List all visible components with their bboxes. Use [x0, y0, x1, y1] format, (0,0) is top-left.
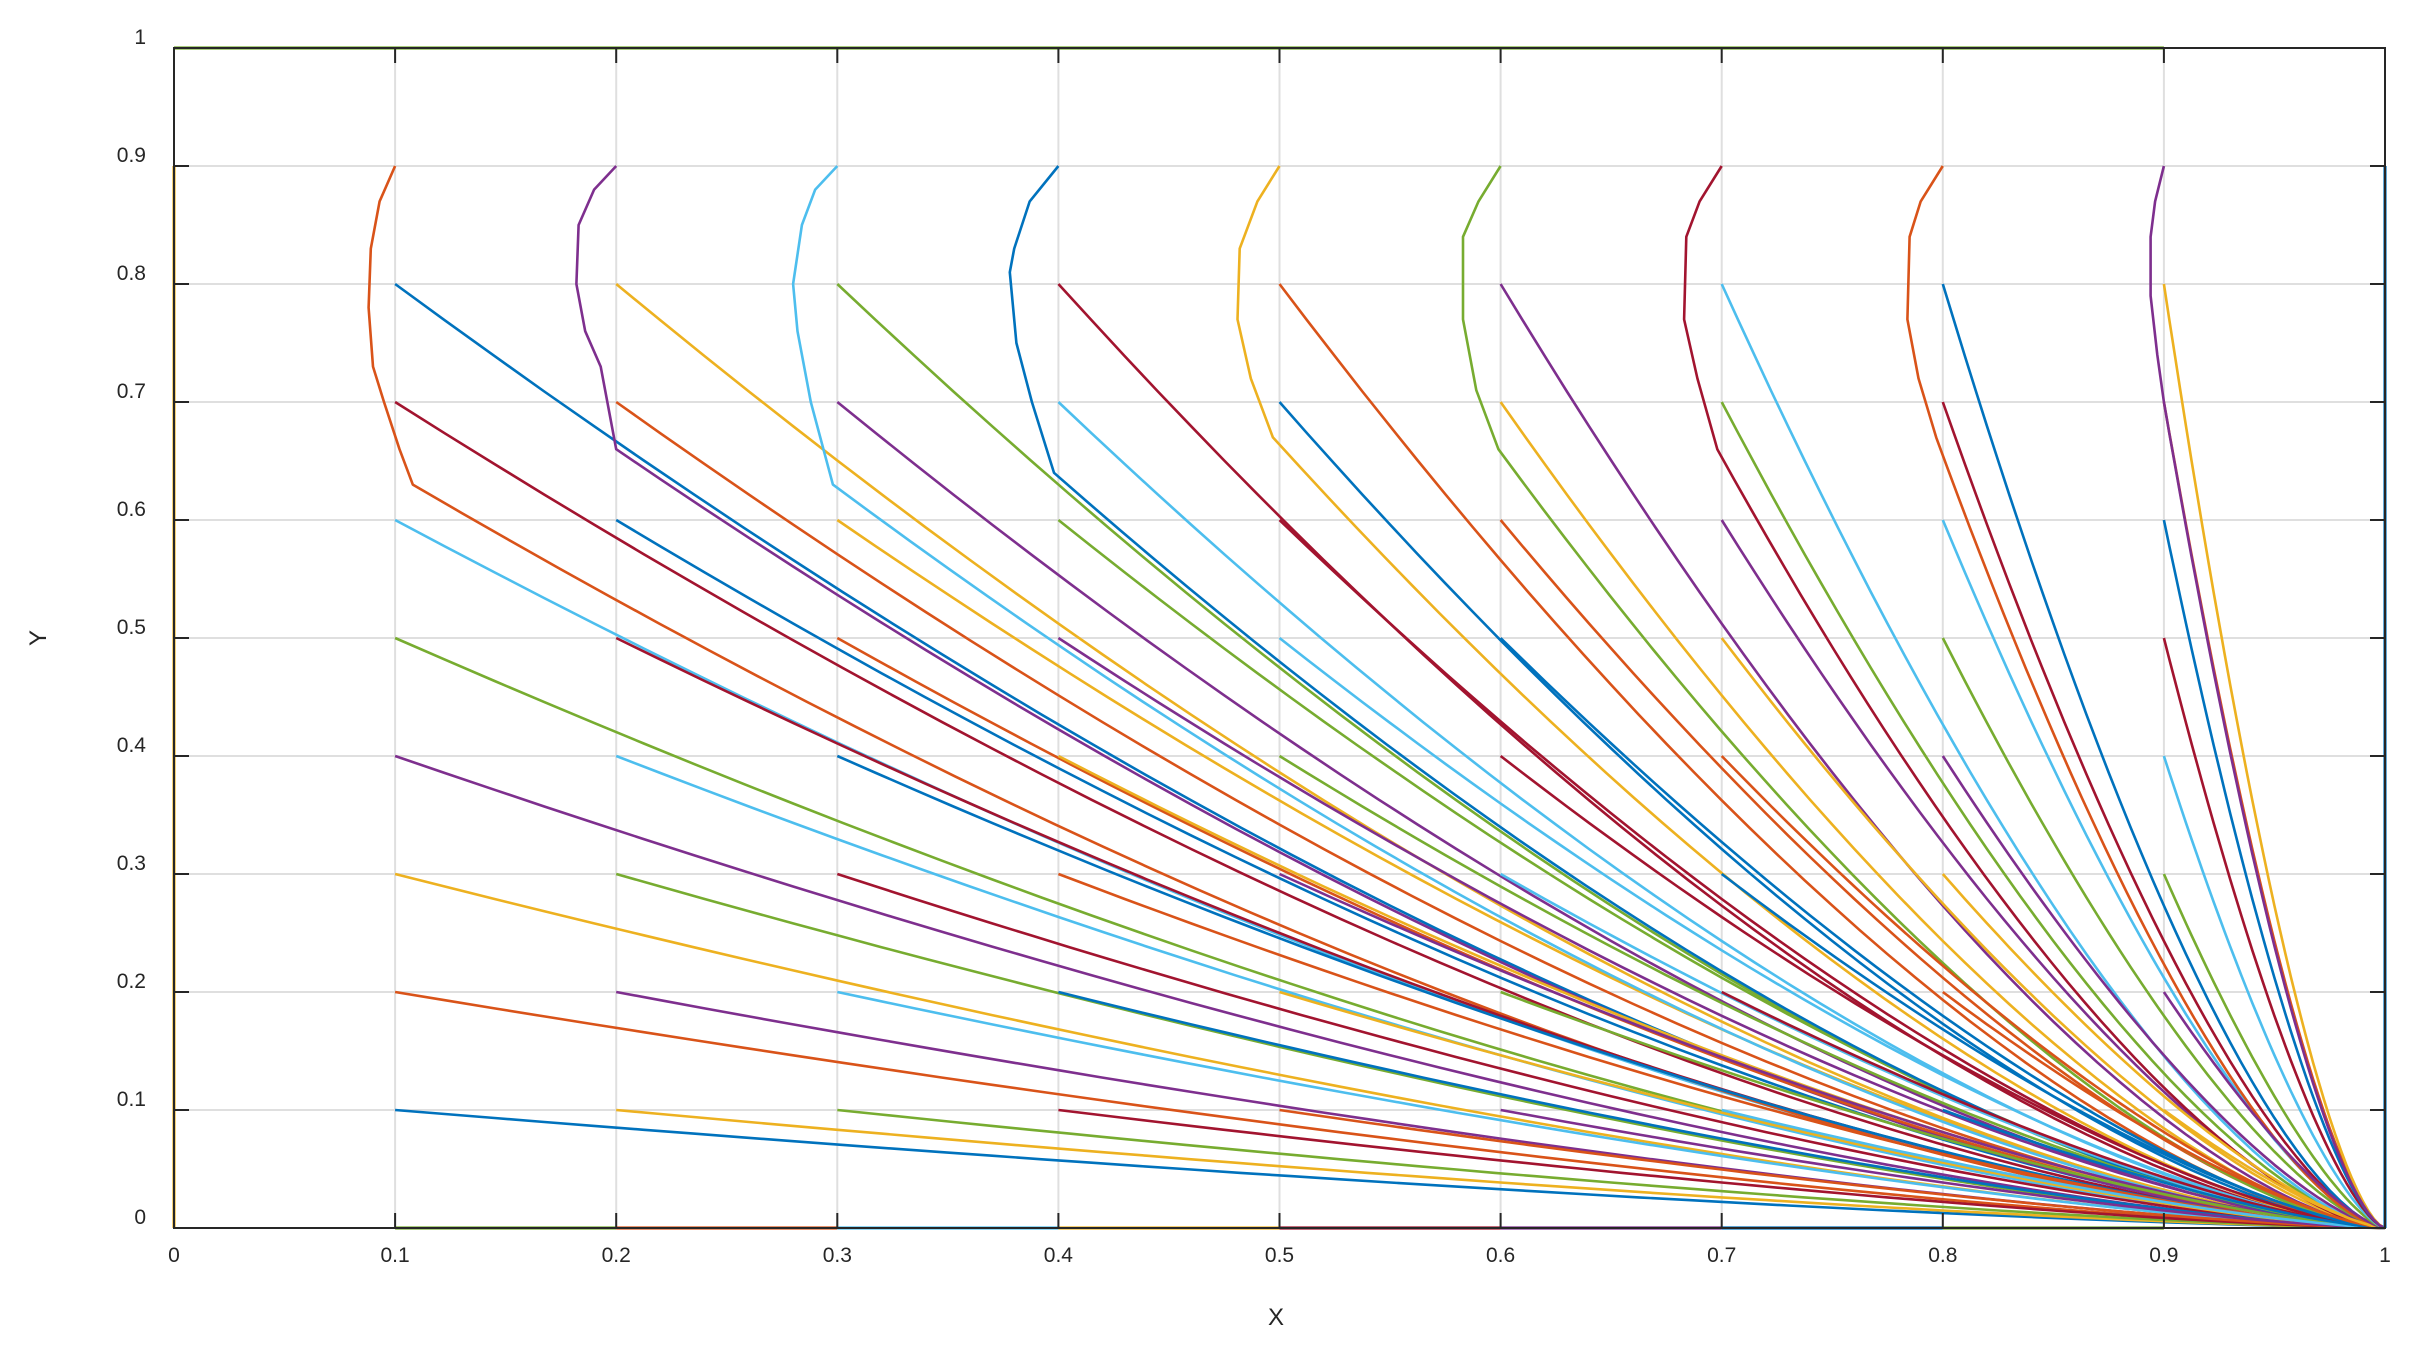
y-axis-title: Y: [25, 630, 52, 646]
y-tick-label: 0.1: [117, 1088, 146, 1111]
trajectory-line: [1278, 636, 2386, 1230]
trajectory-line: [837, 1108, 2386, 1230]
trajectory-line: [1941, 401, 2386, 1230]
x-tick-label: 0.4: [1044, 1244, 1074, 1267]
trajectory-line: [1942, 990, 2386, 1230]
trajectory-line: [616, 1108, 2386, 1230]
trajectory-line: [1008, 165, 2386, 1230]
trajectory-line: [1942, 1108, 2386, 1230]
x-tick-label: 0: [168, 1244, 180, 1267]
trajectory-line: [2162, 283, 2386, 1230]
trajectory-line: [1500, 990, 2386, 1230]
trajectory-line: [1941, 637, 2386, 1230]
y-tick-label: 0.5: [117, 616, 146, 639]
y-tick-label: 0: [134, 1206, 146, 1229]
trajectory-line: [1720, 637, 2386, 1230]
trajectory-line: [2162, 637, 2386, 1230]
trajectory-line: [575, 165, 2386, 1230]
trajectory-line: [1499, 283, 2386, 1230]
y-tick-label: 0.8: [117, 262, 146, 285]
trajectory-line: [1720, 401, 2386, 1230]
trajectory-line: [836, 518, 2386, 1230]
trajectory-line: [394, 990, 2386, 1230]
trajectory-line: [2162, 873, 2386, 1230]
trajectory-line: [2162, 519, 2386, 1230]
x-tick-label: 0.8: [1928, 1244, 1957, 1267]
y-tick-label: 0.9: [117, 144, 146, 167]
y-tick-label: 0.4: [117, 734, 147, 757]
trajectory-line: [1058, 990, 2386, 1230]
y-tick-label: 1: [134, 26, 146, 49]
trajectory-line: [837, 990, 2386, 1230]
trajectory-line: [1720, 872, 2386, 1230]
y-tick-label: 0.7: [117, 380, 146, 403]
trajectory-line: [1057, 872, 2386, 1230]
trajectory-line: [1721, 1108, 2386, 1230]
trajectory-line: [1057, 283, 2386, 1230]
trajectory-line: [2162, 991, 2386, 1230]
x-tick-label: 0.5: [1265, 1244, 1294, 1267]
axis-ticks: [173, 47, 2386, 1229]
trajectory-line: [2163, 1108, 2386, 1230]
trajectory-line: [1906, 165, 2386, 1230]
x-tick-label: 0.2: [602, 1244, 631, 1267]
trajectory-line: [791, 165, 2386, 1230]
trajectory-line: [1461, 165, 2386, 1230]
x-tick-label: 0.7: [1707, 1244, 1736, 1267]
x-tick-label: 0.1: [380, 1244, 409, 1267]
x-tick-label: 1: [2379, 1244, 2391, 1267]
trajectory-line: [1057, 636, 2386, 1230]
x-axis-title: X: [1268, 1304, 1284, 1331]
trajectory-line: [1941, 873, 2386, 1230]
y-tick-label: 0.6: [117, 498, 146, 521]
y-tick-label: 0.2: [117, 970, 146, 993]
trajectory-line: [1499, 754, 2386, 1230]
y-tick-label: 0.3: [117, 852, 146, 875]
x-tick-label: 0.9: [2149, 1244, 2178, 1267]
trajectory-line: [1720, 283, 2386, 1230]
trajectory-line: [1941, 283, 2386, 1230]
x-tick-label: 0.6: [1486, 1244, 1515, 1267]
trajectory-line: [836, 872, 2386, 1230]
trajectory-line: [1941, 755, 2386, 1230]
trajectory-line: [2162, 755, 2386, 1230]
trajectory-line: [1278, 401, 2386, 1230]
trajectory-line: [1279, 1108, 2386, 1230]
trajectory-line: [2149, 165, 2386, 1230]
trajectory-line: [1500, 1108, 2386, 1230]
trajectory-line: [394, 1108, 2386, 1230]
trajectory-lines: [367, 165, 2386, 1230]
x-tick-labels: 0 0.1 0.2 0.3 0.4 0.5 0.6 0.7 0.8 0.9 1: [168, 1244, 2391, 1267]
y-tick-labels: 0 0.1 0.2 0.3 0.4 0.5 0.6 0.7 0.8 0.9 1: [117, 26, 147, 1229]
x-tick-label: 0.3: [823, 1244, 852, 1267]
trajectory-line: [367, 165, 2386, 1230]
trajectory-line: [1721, 990, 2386, 1230]
trajectory-line: [394, 400, 2386, 1230]
